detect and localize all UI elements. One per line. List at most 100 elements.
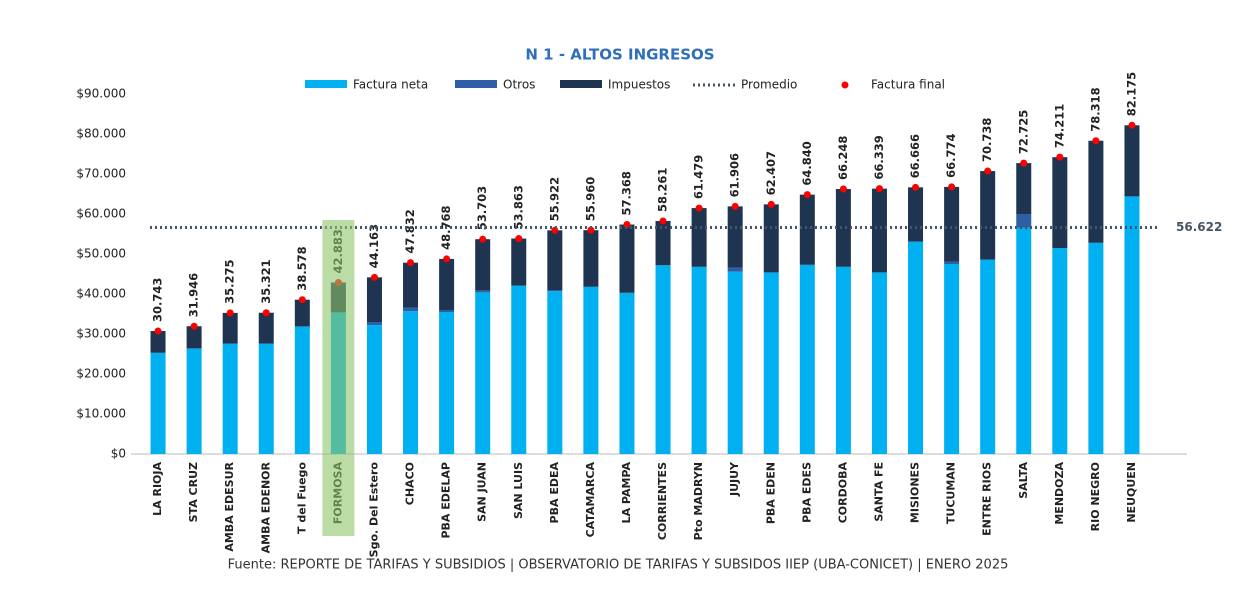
- final-dot: [659, 217, 667, 225]
- value-label: 38.578: [295, 246, 309, 290]
- bar-segment: [944, 186, 960, 262]
- x-tick-label: SALTA: [1017, 462, 1030, 499]
- chart-title: N 1 - ALTOS INGRESOS: [525, 46, 714, 64]
- x-tick-label: CATAMARCA: [584, 462, 597, 538]
- x-tick-label: CORRIENTES: [656, 462, 669, 540]
- final-dot: [803, 191, 811, 199]
- bar-segment: [366, 277, 382, 322]
- bar-segment: [186, 326, 202, 349]
- x-tick-label: ENTRE RIOS: [981, 462, 994, 536]
- value-label: 47.832: [403, 209, 417, 253]
- bar-segment: [366, 325, 382, 454]
- legend-label: Promedio: [741, 78, 797, 92]
- final-dot: [479, 235, 487, 243]
- value-label: 61.906: [728, 153, 742, 197]
- bar-segment: [763, 204, 779, 273]
- x-tick-label: TUCUMAN: [945, 462, 958, 524]
- bar-segment: [944, 264, 960, 454]
- bar-segment: [150, 352, 166, 454]
- bar-segment: [799, 264, 815, 454]
- value-label: 55.960: [583, 177, 597, 221]
- x-tick-label: NEUQUEN: [1125, 462, 1138, 523]
- bar-segment: [403, 307, 419, 312]
- bar-segment: [727, 271, 743, 454]
- y-tick-label: $90.000: [76, 87, 126, 101]
- bar-segment: [186, 348, 202, 454]
- y-tick-label: $10.000: [76, 407, 126, 421]
- value-label: 55.922: [547, 177, 561, 221]
- bar-segment: [294, 326, 310, 454]
- value-label: 53.863: [511, 185, 525, 229]
- x-tick-label: MISIONES: [909, 462, 922, 523]
- final-dot: [298, 296, 306, 304]
- bar-segment: [691, 208, 707, 267]
- bar-segment: [583, 286, 599, 454]
- final-dot: [767, 200, 775, 208]
- bar-segment: [871, 272, 887, 454]
- final-dot: [912, 183, 920, 191]
- bar-segment: [871, 188, 887, 273]
- bar-segment: [1124, 196, 1140, 454]
- legend-label: Factura neta: [353, 78, 428, 92]
- bar-segment: [511, 285, 527, 454]
- x-tick-label: STA CRUZ: [187, 462, 200, 522]
- bar-segment: [727, 267, 743, 272]
- final-dot: [407, 259, 415, 267]
- final-dot: [262, 309, 270, 317]
- y-tick-label: $0: [111, 447, 126, 461]
- bar-segment: [799, 194, 815, 265]
- bar-segment: [619, 292, 635, 454]
- final-dot: [587, 226, 595, 234]
- final-dot: [551, 226, 559, 234]
- x-tick-label: RIO NEGRO: [1089, 462, 1102, 531]
- x-tick-label: JUJUY: [728, 461, 741, 497]
- bar-segment: [583, 230, 599, 287]
- final-dot: [1128, 121, 1136, 129]
- bar-segment: [835, 266, 851, 454]
- y-tick-label: $70.000: [76, 167, 126, 181]
- x-tick-label: PBA EDEN: [764, 462, 777, 524]
- bar-segment: [439, 310, 455, 312]
- value-label: 82.175: [1124, 72, 1138, 116]
- x-tick-label: Sgo. Del Estero: [367, 462, 380, 558]
- value-label: 61.479: [692, 155, 706, 199]
- bar-segment: [547, 290, 563, 292]
- value-label: 70.738: [980, 118, 994, 162]
- bar-segment: [835, 189, 851, 267]
- value-label: 66.248: [836, 136, 850, 180]
- bar-segment: [980, 259, 996, 454]
- legend-label: Factura final: [871, 78, 945, 92]
- bar-segment: [1052, 157, 1068, 248]
- bar-segment: [439, 312, 455, 454]
- x-tick-label: MENDOZA: [1053, 462, 1066, 525]
- bar-segment: [908, 187, 924, 242]
- bar-segment: [150, 331, 166, 353]
- value-label: 66.339: [872, 135, 886, 179]
- final-dot: [984, 167, 992, 175]
- final-dot: [1056, 153, 1064, 161]
- x-tick-label: CHACO: [404, 462, 417, 505]
- bar-segment: [691, 266, 707, 454]
- value-label: 58.261: [656, 168, 670, 212]
- bar-segment: [763, 272, 779, 454]
- y-tick-label: $30.000: [76, 327, 126, 341]
- bar-segment: [403, 311, 419, 454]
- legend-label: Otros: [503, 78, 535, 92]
- value-label: 66.774: [944, 134, 958, 178]
- bar-segment: [439, 258, 455, 310]
- final-dot: [1092, 137, 1100, 145]
- value-label: 53.703: [475, 186, 489, 230]
- final-dot: [154, 327, 162, 335]
- bar-segment: [547, 230, 563, 290]
- x-tick-label: CORDOBA: [836, 462, 849, 524]
- x-tick-label: AMBA EDENOR: [259, 461, 272, 553]
- bar-segment: [908, 241, 924, 454]
- bar-segment: [655, 265, 671, 454]
- final-dot: [370, 273, 378, 281]
- final-dot: [443, 255, 451, 263]
- bar-segment: [944, 261, 960, 264]
- bar-segment: [1016, 163, 1032, 214]
- bar-segment: [403, 262, 419, 308]
